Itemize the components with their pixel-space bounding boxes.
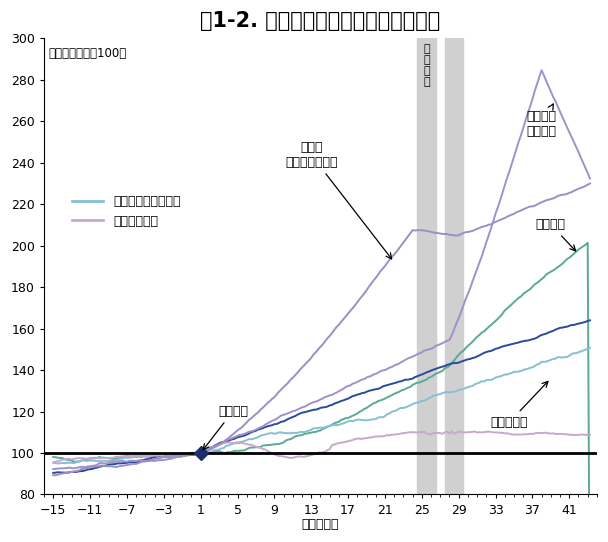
Text: ロンドン: ロンドン bbox=[536, 218, 576, 251]
Text: 開催決定: 開催決定 bbox=[203, 405, 248, 450]
Legend: 東京（マンション）, 東京（戸建）: 東京（マンション）, 東京（戸建） bbox=[67, 190, 185, 233]
X-axis label: （四半期）: （四半期） bbox=[302, 518, 339, 531]
Bar bbox=[445, 38, 463, 494]
Text: アトランタ: アトランタ bbox=[491, 382, 548, 429]
Text: アテネ
（マンション）: アテネ （マンション） bbox=[285, 141, 392, 259]
Bar bbox=[417, 38, 436, 494]
Text: （開催決定時＝100）: （開催決定時＝100） bbox=[49, 47, 127, 60]
Title: 図1-2. 五輪開催都市の住宅価格の比較: 図1-2. 五輪開催都市の住宅価格の比較 bbox=[200, 11, 441, 31]
Text: 開
催
時
期: 開 催 時 期 bbox=[423, 44, 430, 87]
Text: シドニー
（戸建）: シドニー （戸建） bbox=[527, 104, 556, 138]
